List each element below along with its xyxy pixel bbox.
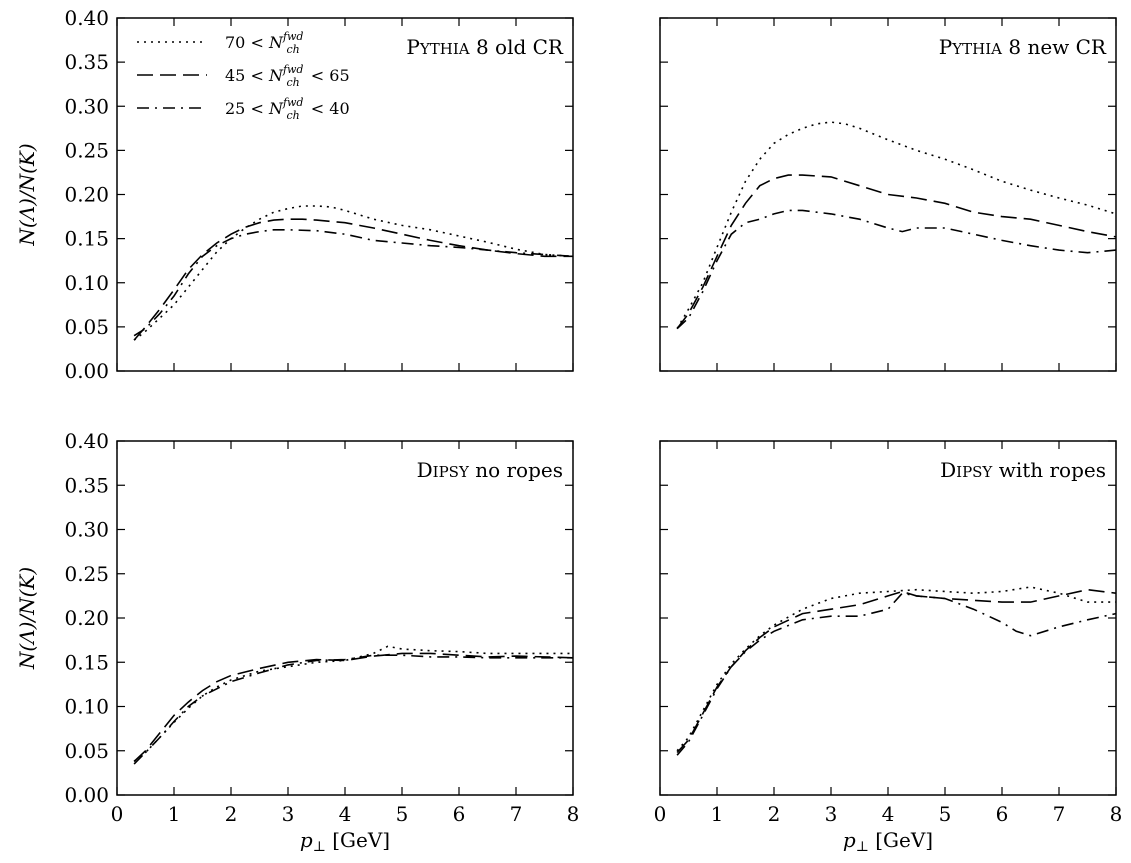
- y-tick-label: 0.35: [64, 473, 109, 497]
- y-tick-label: 0.25: [64, 562, 109, 586]
- y-tick-label: 0.05: [64, 315, 109, 339]
- y-tick-label: 0.05: [64, 739, 109, 763]
- x-tick-label: 5: [939, 802, 952, 826]
- y-tick-label: 0.10: [64, 695, 109, 719]
- x-tick-label: 2: [225, 802, 238, 826]
- y-tick-label: 0.35: [64, 50, 109, 74]
- x-axis-label: p⊥ [GeV]: [300, 828, 390, 855]
- series-line-dotted: [133, 645, 573, 763]
- x-tick-label: 6: [453, 802, 466, 826]
- x-tick-label: 6: [996, 802, 1009, 826]
- y-tick-label: 0.30: [64, 94, 109, 118]
- panel-2: PYTHIA 8 new CR: [659, 17, 1117, 372]
- series-line-dashdot: [133, 229, 574, 337]
- y-tick-label: 0.20: [64, 183, 109, 207]
- legend: 70 < Nfwd ch 45 < Nfwd ch < 65 25 < Nfwd ch <…: [137, 30, 350, 122]
- panel-title: DIPSY with ropes: [940, 458, 1106, 482]
- x-tick-label: 7: [1053, 802, 1066, 826]
- y-axis-label: N(Λ)/N(K): [15, 143, 39, 246]
- y-tick-label: 0.30: [64, 518, 109, 542]
- x-tick-label: 2: [768, 802, 781, 826]
- y-tick-label: 0.00: [64, 783, 109, 807]
- y-axis-label: N(Λ)/N(K): [15, 567, 39, 670]
- legend-label: 45 < Nfwd ch < 65: [225, 63, 350, 89]
- x-tick-label: 8: [567, 802, 580, 826]
- y-tick-label: 0.15: [64, 650, 109, 674]
- y-tick-label: 0.15: [64, 227, 109, 251]
- series-line-dashed: [133, 652, 574, 762]
- series-line-dashdot: [133, 654, 573, 765]
- series-line-dashed: [133, 218, 573, 341]
- x-tick-label: 5: [396, 802, 409, 826]
- plot-frame: [659, 440, 1117, 796]
- panel-3: 0 1 2 3 4 5 6 7 8 0.00 0.05 0.10 0.15 0.20 0.25 0.30 0.3…: [15, 429, 579, 855]
- series-line-dotted: [676, 121, 1117, 330]
- y-tick-label: 0.40: [64, 6, 109, 30]
- y-tick-label: 0.25: [64, 138, 109, 162]
- series-line-dashed: [676, 174, 1117, 330]
- plot-frame: [116, 440, 574, 796]
- x-tick-label: 1: [168, 802, 181, 826]
- x-tick-label: 0: [654, 802, 667, 826]
- x-tick-label: 4: [882, 802, 895, 826]
- series-line-dashdot: [676, 592, 1117, 756]
- legend-label: 70 < Nfwd ch: [225, 30, 303, 56]
- series-line-dashed: [676, 588, 1117, 754]
- panel-title: PYTHIA 8 old CR: [406, 35, 564, 59]
- x-tick-label: 8: [1110, 802, 1123, 826]
- series-line-dashdot: [676, 209, 1117, 330]
- y-tick-label: 0.40: [64, 429, 109, 453]
- x-tick-label: 3: [282, 802, 295, 826]
- series-line-dotted: [676, 586, 1116, 752]
- x-tick-label: 1: [711, 802, 724, 826]
- legend-label: 25 < Nfwd ch < 40: [225, 96, 350, 122]
- x-tick-label: 0: [111, 802, 124, 826]
- series-line-dotted: [133, 205, 574, 341]
- panel-4: 0 1 2 3 4 5 6 7 8 DIPSY with ropes p⊥ [GeV]: [654, 440, 1123, 855]
- plot-frame: [659, 17, 1117, 372]
- y-tick-label: 0.00: [64, 359, 109, 383]
- panel-title: PYTHIA 8 new CR: [939, 35, 1107, 59]
- x-tick-label: 7: [510, 802, 523, 826]
- panel-1: 0.00 0.05 0.10 0.15 0.20 0.25 0.30 0.35 0.40 PYTH…: [15, 6, 574, 383]
- panel-title: DIPSY no ropes: [417, 458, 563, 482]
- x-tick-label: 3: [825, 802, 838, 826]
- y-tick-label: 0.10: [64, 271, 109, 295]
- x-tick-label: 4: [339, 802, 352, 826]
- y-tick-label: 0.20: [64, 606, 109, 630]
- x-axis-label: p⊥ [GeV]: [843, 828, 933, 855]
